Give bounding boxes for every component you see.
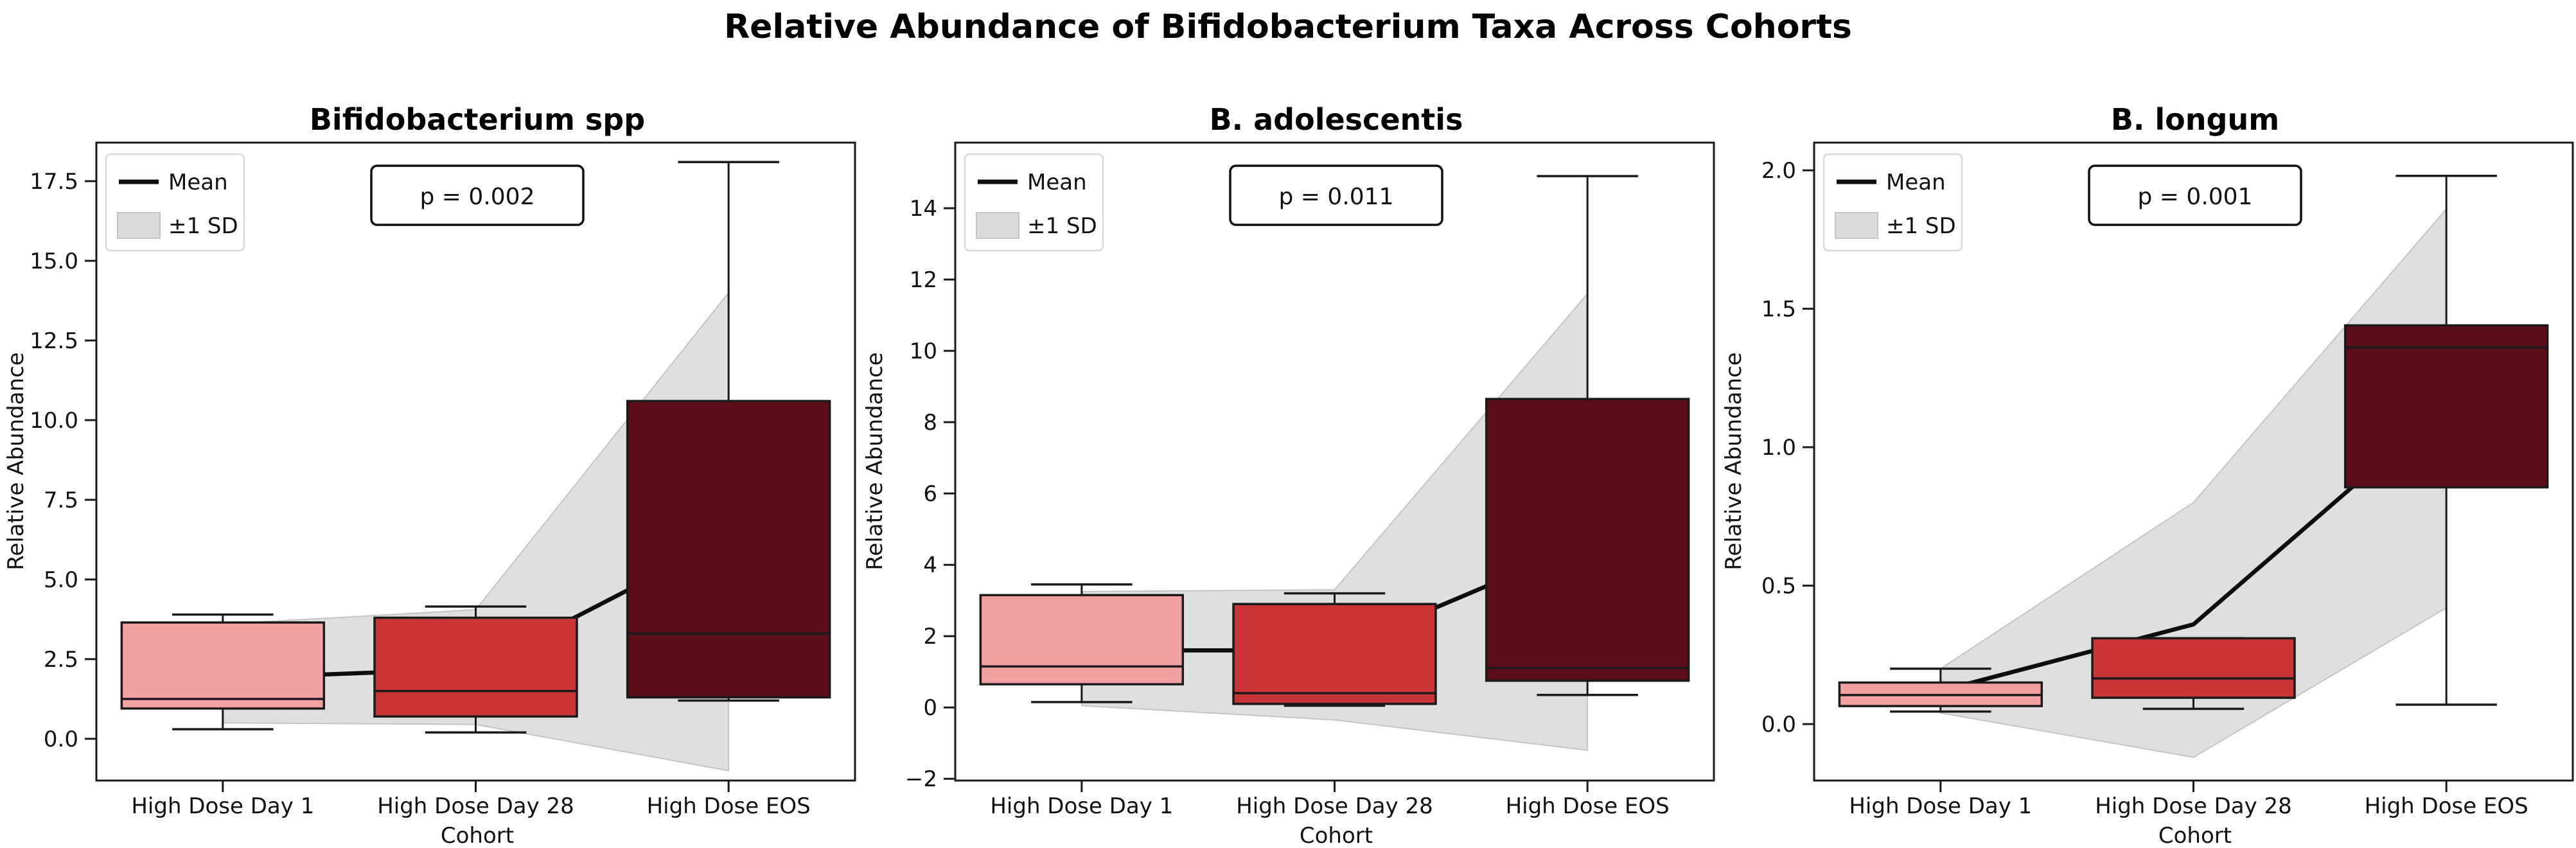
p-value-frame	[2088, 164, 2302, 226]
subplot-b-longum: 0.0 0.5 1.0 1.5 2.0 High Dose Day 1 High Dose …	[1721, 102, 2574, 848]
box-2	[1232, 603, 1437, 705]
x-tick-label: High Dose Day 1	[990, 793, 1173, 819]
y-tick-label: 10	[910, 339, 937, 364]
subplot-title: Bifidobacterium spp	[310, 102, 645, 137]
y-tick-label: 8	[923, 410, 937, 436]
subplot-b-adolescentis: −2 0 2 4 6 8 10 12 14 High Dose Day 1 High Dose Da…	[862, 102, 1715, 848]
x-tick-label: High Dose EOS	[647, 793, 811, 819]
y-tick-label: 2	[923, 624, 937, 649]
legend-sd-label: ±1 SD	[1886, 213, 1956, 239]
x-tick-label: High Dose Day 28	[2095, 793, 2292, 819]
y-tick-label: 12.5	[30, 328, 78, 354]
y-tick-label: 10.0	[30, 408, 78, 434]
p-value-box: p = 0.001	[2088, 164, 2302, 226]
x-axis-label: Cohort	[2158, 823, 2232, 848]
legend-sd-label: ±1 SD	[168, 213, 238, 239]
y-tick-label: −2	[905, 766, 937, 792]
y-tick-label: 0.5	[1761, 574, 1796, 599]
legend-sd-patch	[976, 212, 1019, 239]
plot-area: −2 0 2 4 6 8 10 12 14 High Dose Day 1 High Dose Da…	[905, 141, 1715, 819]
x-tick-label: High Dose Day 1	[1849, 793, 2032, 819]
x-tick-label: High Dose EOS	[2365, 793, 2528, 819]
legend-sd-patch	[1835, 212, 1878, 239]
y-tick-label: 0.0	[1761, 712, 1796, 738]
legend-sd-patch	[117, 212, 161, 239]
y-tick-label: 14	[910, 196, 937, 222]
p-value-box: p = 0.011	[1229, 164, 1443, 226]
p-value-frame	[370, 164, 585, 226]
box-3	[1485, 398, 1690, 682]
y-tick-label: 2.5	[44, 647, 78, 673]
legend-mean-label: Mean	[1027, 170, 1087, 195]
plot-area: 0.0 2.5 5.0 7.5 10.0 12.5 15.0 17.5 High Dose Da…	[30, 141, 856, 819]
y-tick-label: 1.5	[1761, 297, 1796, 322]
subplot-title: B. adolescentis	[1210, 102, 1463, 137]
x-tick-label: High Dose Day 28	[377, 793, 574, 819]
subplot-bifidobacterium-spp: 0.0 2.5 5.0 7.5 10.0 12.5 15.0 17.5 High Dose Da…	[3, 102, 856, 848]
x-tick-label: High Dose Day 28	[1236, 793, 1433, 819]
y-axis-label: Relative Abundance	[862, 352, 888, 570]
box-3	[626, 400, 831, 699]
box-2	[373, 616, 578, 718]
sd-band	[1081, 292, 1589, 751]
y-tick-label: 15.0	[30, 249, 78, 274]
legend: Mean ±1 SD	[1822, 153, 1963, 252]
box-3	[2343, 324, 2549, 489]
plot-area: 0.0 0.5 1.0 1.5 2.0 High Dose Day 1 High Dose …	[1761, 141, 2574, 819]
x-tick-label: High Dose Day 1	[131, 793, 314, 819]
y-tick-label: 7.5	[44, 488, 78, 513]
legend-mean-label: Mean	[168, 170, 228, 195]
y-axis-label: Relative Abundance	[3, 352, 29, 570]
y-tick-label: 2.0	[1761, 158, 1796, 184]
y-tick-label: 4	[923, 552, 937, 578]
x-tick-label: High Dose EOS	[1506, 793, 1670, 819]
y-tick-label: 0.0	[44, 727, 78, 752]
y-tick-label: 5.0	[44, 567, 78, 593]
p-value-frame	[1229, 164, 1443, 226]
y-axis-label: Relative Abundance	[1721, 352, 1747, 570]
subplot-title: B. longum	[2111, 102, 2279, 137]
legend-sd-label: ±1 SD	[1027, 213, 1097, 239]
y-tick-label: 1.0	[1761, 435, 1796, 461]
p-value-text: p = 0.001	[2138, 184, 2253, 210]
box-2	[2091, 637, 2296, 699]
p-value-text: p = 0.002	[420, 184, 535, 210]
y-tick-label: 12	[910, 267, 937, 293]
y-tick-label: 17.5	[30, 169, 78, 195]
legend-mean-label: Mean	[1886, 170, 1946, 195]
x-axis-label: Cohort	[441, 823, 514, 848]
box-1	[979, 594, 1185, 685]
box-1	[120, 621, 326, 710]
y-tick-label: 0	[923, 695, 937, 721]
p-value-box: p = 0.002	[370, 164, 585, 226]
legend: Mean ±1 SD	[964, 153, 1104, 252]
p-value-text: p = 0.011	[1279, 184, 1394, 210]
legend: Mean ±1 SD	[105, 153, 245, 252]
x-axis-label: Cohort	[1300, 823, 1373, 848]
figure-title: Relative Abundance of Bifidobacterium Ta…	[724, 8, 1852, 46]
y-tick-label: 6	[923, 481, 937, 507]
